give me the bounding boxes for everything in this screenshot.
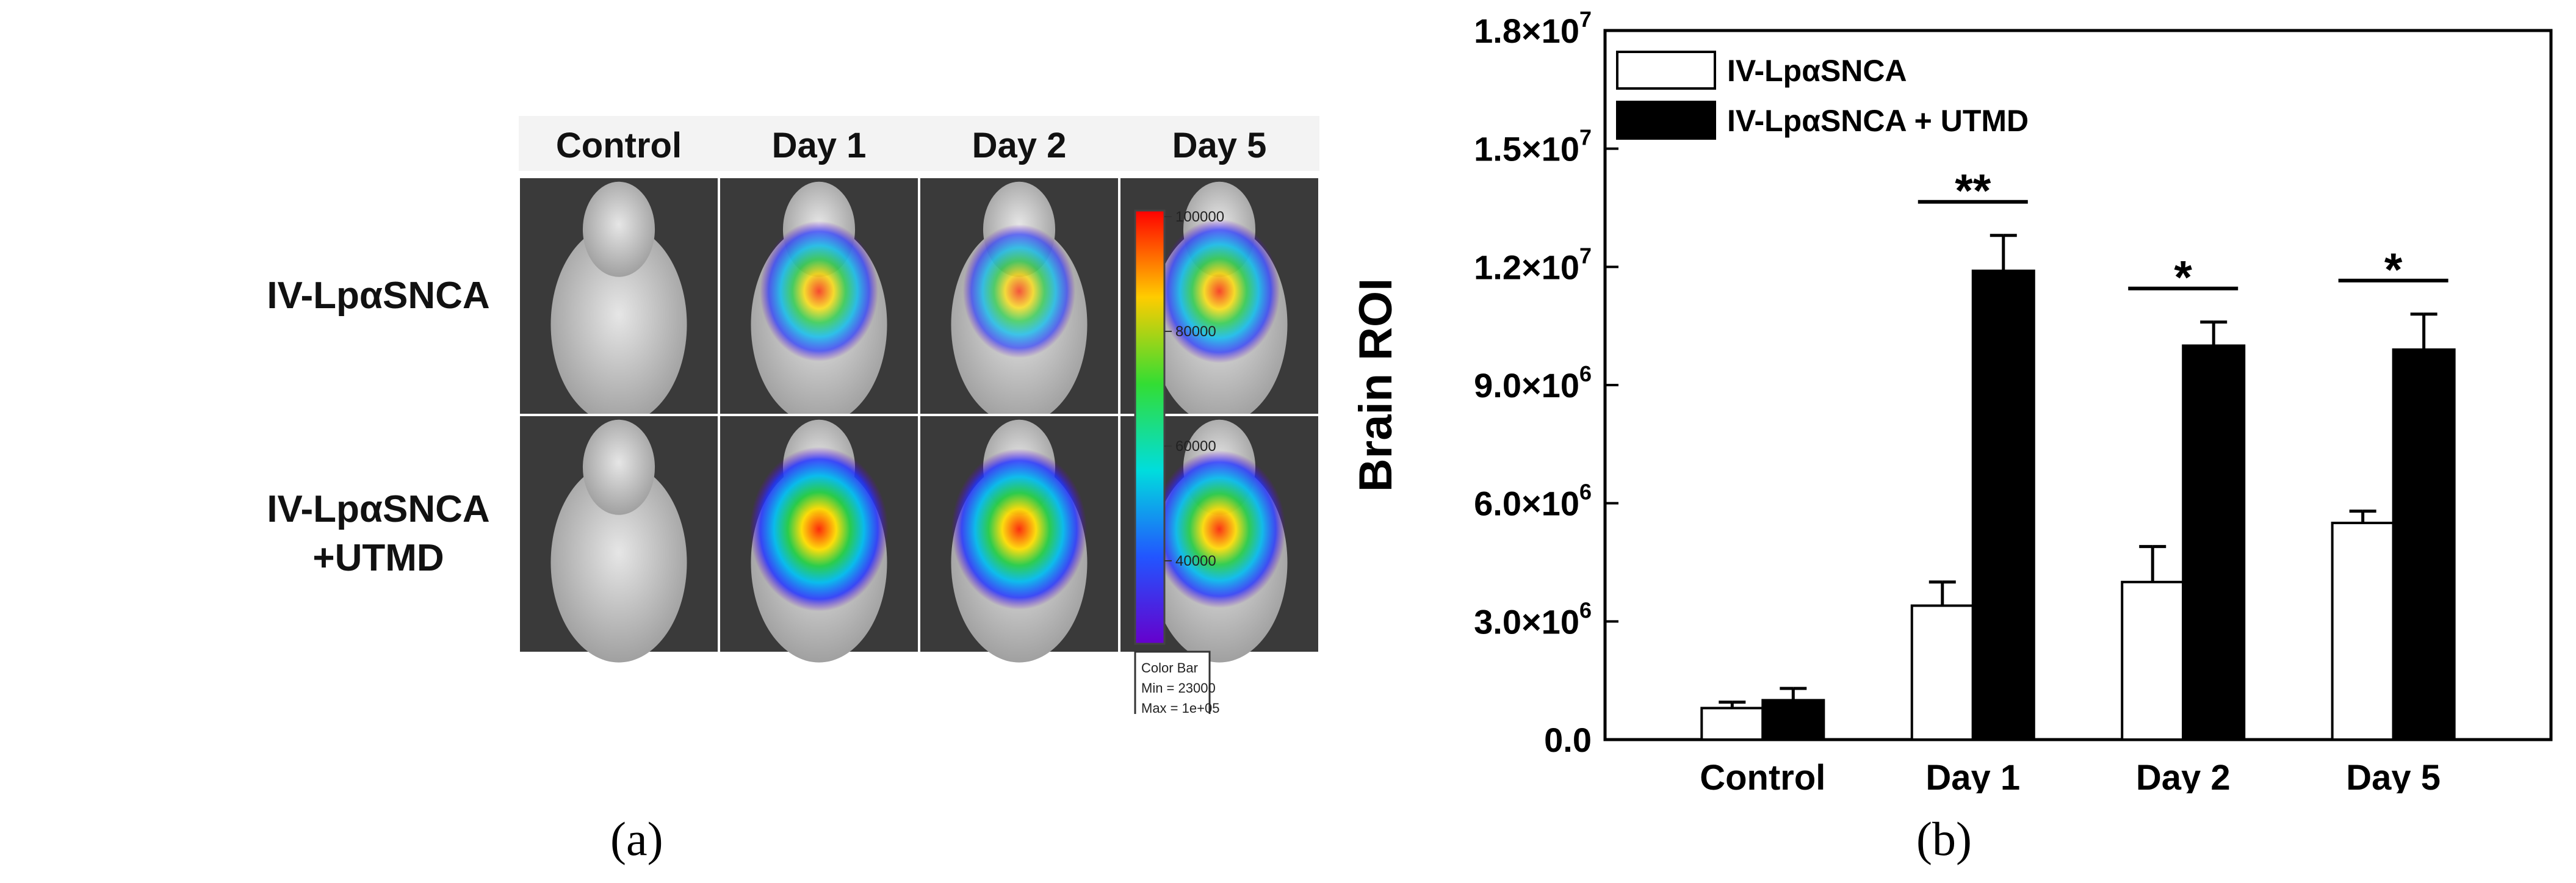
y-tick-label-1: 3.0×106	[1474, 597, 1592, 641]
column-label-2: Day 2	[972, 126, 1067, 165]
bar-s1-c3	[2392, 348, 2456, 741]
bar-s1-c2	[2182, 344, 2246, 741]
panel-b-caption: (b)	[1916, 812, 1972, 867]
signal-overlay-r0-c3	[1158, 219, 1280, 364]
color-bar-tick-3: 40000	[1175, 553, 1216, 569]
x-tick-label-1: Day 1	[1925, 758, 2020, 793]
y-tick-label-6: 1.8×107	[1474, 7, 1592, 50]
x-tick-label-0: Control	[1700, 758, 1825, 793]
image-tile-r1-c2	[918, 414, 1120, 663]
bar-s0-c1	[1910, 604, 1974, 741]
bar-s1-c0	[1761, 699, 1825, 741]
color-bar-info-2: Max = 1e+05	[1141, 701, 1219, 714]
panel-b-caption-text: (b)	[1916, 812, 1972, 865]
image-tile-r1-c1	[718, 414, 920, 663]
y-tick-label-5: 1.5×107	[1474, 125, 1592, 168]
legend-label-0: IV-LpαSNCA	[1727, 54, 1907, 88]
image-tile-r0-c0	[518, 176, 720, 425]
image-tile-r1-c0	[518, 414, 720, 663]
y-tick-label-3: 9.0×106	[1474, 361, 1592, 405]
legend-swatch-1	[1616, 101, 1716, 140]
bar-chart: 0.0 3.0×106 6.0×106 9.0×106 1.2×107 1.5×107 1.…	[1350, 7, 2553, 793]
bar-s0-c2	[2121, 580, 2185, 741]
panel-a-caption: (a)	[610, 812, 663, 867]
bar-s0-c3	[2331, 521, 2395, 741]
column-label-1: Day 1	[772, 126, 867, 165]
color-bar-tick-2: 60000	[1175, 438, 1216, 455]
significance-marker-3: *	[2384, 244, 2403, 296]
y-axis-label: Brain ROI	[1350, 278, 1402, 492]
legend-swatch-0	[1616, 51, 1716, 90]
x-tick-label-3: Day 5	[2346, 758, 2441, 793]
significance-marker-1: **	[1955, 165, 1991, 217]
signal-overlay-r1-c1	[749, 447, 889, 611]
legend-label-1: IV-LpαSNCA + UTMD	[1727, 104, 2029, 138]
row-label-1-line2: +UTMD	[312, 537, 444, 579]
color-bar	[1134, 209, 1166, 645]
column-label-0: Control	[556, 126, 682, 165]
panel-a-caption-text: (a)	[610, 812, 663, 865]
image-tile-r0-c1	[718, 176, 920, 425]
y-tick-label-0: 0.0	[1544, 721, 1592, 759]
bar-s1-c1	[1971, 269, 2035, 741]
y-tick-label-2: 6.0×106	[1474, 480, 1592, 523]
color-bar-info-0: Color Bar	[1141, 660, 1198, 676]
image-tile-r0-c2	[918, 176, 1120, 425]
signal-overlay-r0-c1	[760, 221, 878, 362]
signal-overlay-r1-c2	[951, 449, 1087, 610]
column-label-3: Day 5	[1172, 126, 1267, 165]
y-tick-label-4: 1.2×107	[1474, 243, 1592, 286]
color-bar-info-box: Color Bar Min = 23000 Max = 1e+05	[1134, 651, 1219, 714]
row-label-1-line1: IV-LpαSNCA	[267, 488, 489, 530]
row-label-0-line1: IV-LpαSNCA	[267, 275, 489, 317]
x-tick-label-2: Day 2	[2136, 758, 2231, 793]
significance-marker-2: *	[2174, 252, 2192, 304]
color-bar-info-1: Min = 23000	[1141, 680, 1216, 696]
bar-s0-c0	[1700, 707, 1764, 741]
color-bar-tick-0: 100000	[1175, 209, 1224, 225]
signal-overlay-r0-c2	[962, 224, 1076, 358]
imaging-panel: Control Day 1 Day 2 Day 5 IV-LpαSNCA IV-LpαS…	[256, 104, 1599, 714]
signal-overlay-r1-c3	[1153, 450, 1286, 608]
color-bar-tick-1: 80000	[1175, 323, 1216, 340]
column-header-band	[519, 116, 1319, 171]
